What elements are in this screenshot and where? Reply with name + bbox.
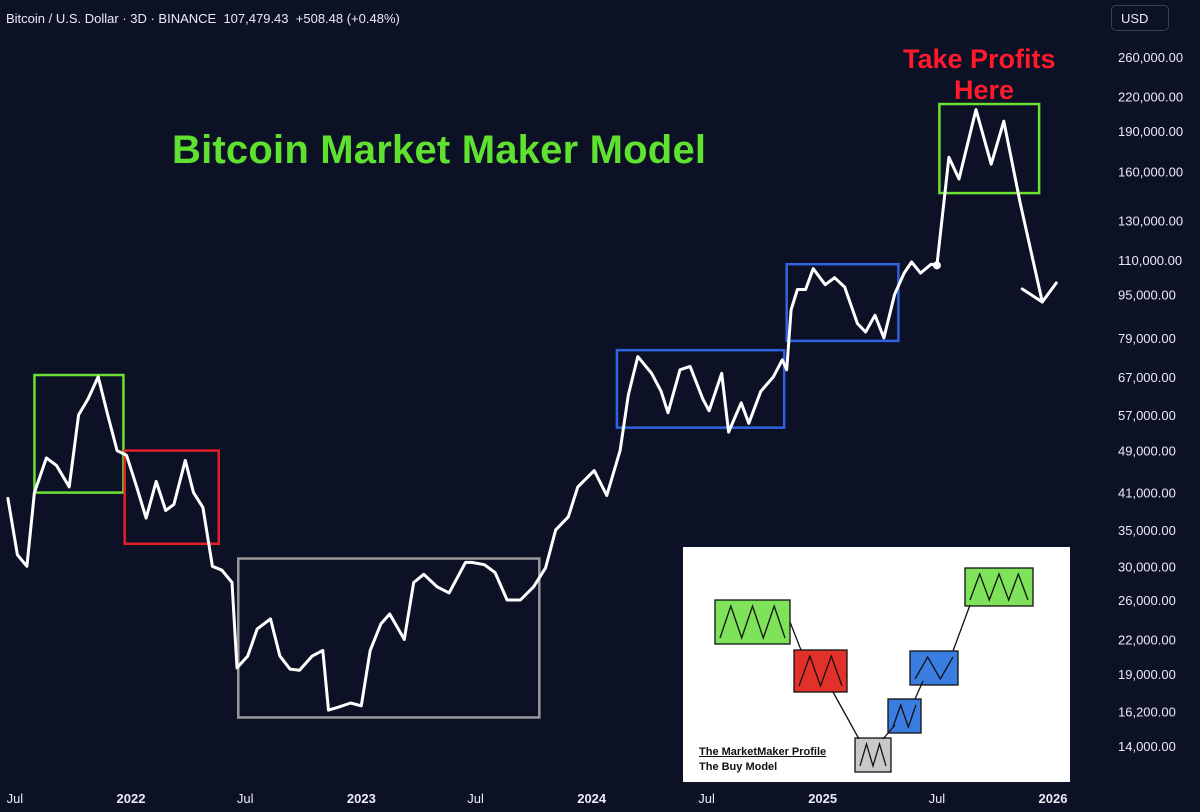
inset-connector bbox=[789, 621, 802, 651]
x-tick-label: Jul bbox=[7, 791, 24, 806]
market-maker-profile-inset: The MarketMaker Profile The Buy Model bbox=[683, 547, 1070, 782]
y-tick-label: 16,200.00 bbox=[1118, 705, 1176, 720]
y-tick-label: 14,000.00 bbox=[1118, 739, 1176, 754]
inset-wave bbox=[914, 655, 954, 681]
x-tick-label: 2026 bbox=[1039, 791, 1068, 806]
inset-connector bbox=[952, 604, 971, 652]
y-tick-label: 160,000.00 bbox=[1118, 164, 1183, 179]
box-blue bbox=[615, 348, 786, 429]
symbol-header: Bitcoin / U.S. Dollar · 3D · BINANCE 107… bbox=[6, 11, 400, 26]
y-tick-label: 22,000.00 bbox=[1118, 632, 1176, 647]
y-tick-label: 49,000.00 bbox=[1118, 444, 1176, 459]
y-tick-label: 67,000.00 bbox=[1118, 370, 1176, 385]
inset-wave bbox=[798, 654, 843, 688]
x-tick-label: 2022 bbox=[117, 791, 146, 806]
y-tick-label: 30,000.00 bbox=[1118, 559, 1176, 574]
y-tick-label: 190,000.00 bbox=[1118, 124, 1183, 139]
y-tick-label: 41,000.00 bbox=[1118, 486, 1176, 501]
y-tick-label: 19,000.00 bbox=[1118, 667, 1176, 682]
box-blue bbox=[785, 262, 900, 343]
price-change: +508.48 (+0.48%) bbox=[295, 11, 400, 26]
y-tick-label: 35,000.00 bbox=[1118, 523, 1176, 538]
box-gray bbox=[237, 557, 541, 719]
y-tick-label: 57,000.00 bbox=[1118, 408, 1176, 423]
x-tick-label: Jul bbox=[467, 791, 484, 806]
box-red bbox=[123, 449, 220, 546]
box-green bbox=[938, 102, 1041, 195]
inset-wave bbox=[969, 572, 1029, 602]
last-price: 107,479.43 bbox=[223, 11, 289, 26]
y-tick-label: 110,000.00 bbox=[1118, 253, 1182, 268]
price-line bbox=[6, 260, 939, 712]
inset-connector bbox=[882, 724, 896, 740]
projection-line bbox=[935, 108, 1044, 304]
x-tick-label: 2024 bbox=[577, 791, 607, 806]
inset-wave bbox=[859, 741, 887, 769]
inset-connector bbox=[914, 680, 924, 700]
x-tick-label: 2023 bbox=[347, 791, 376, 806]
x-tick-label: Jul bbox=[929, 791, 946, 806]
currency-button[interactable]: USD bbox=[1111, 5, 1169, 31]
chart-title: Bitcoin Market Maker Model bbox=[172, 128, 707, 172]
y-tick-label: 26,000.00 bbox=[1118, 593, 1176, 608]
inset-title: The MarketMaker Profile bbox=[699, 746, 827, 758]
y-tick-label: 95,000.00 bbox=[1118, 287, 1176, 302]
symbol-name: Bitcoin / U.S. Dollar · 3D · BINANCE bbox=[6, 11, 217, 26]
inset-diagram bbox=[714, 567, 1034, 773]
x-tick-label: 2025 bbox=[808, 791, 837, 806]
box-green bbox=[33, 373, 125, 494]
x-tick-label: Jul bbox=[237, 791, 254, 806]
take-profits-label: Take Profits bbox=[903, 44, 1056, 74]
y-tick-label: 220,000.00 bbox=[1118, 89, 1183, 104]
y-tick-label: 260,000.00 bbox=[1118, 50, 1183, 65]
projection-arrowhead bbox=[1020, 281, 1058, 304]
inset-wave bbox=[892, 703, 917, 729]
take-profits-label-here: Here bbox=[954, 75, 1015, 105]
inset-subtitle: The Buy Model bbox=[699, 761, 778, 773]
y-tick-label: 79,000.00 bbox=[1118, 331, 1176, 346]
x-tick-label: Jul bbox=[698, 791, 715, 806]
inset-wave bbox=[719, 603, 786, 641]
y-tick-label: 130,000.00 bbox=[1118, 213, 1183, 228]
inset-connector bbox=[832, 691, 860, 740]
